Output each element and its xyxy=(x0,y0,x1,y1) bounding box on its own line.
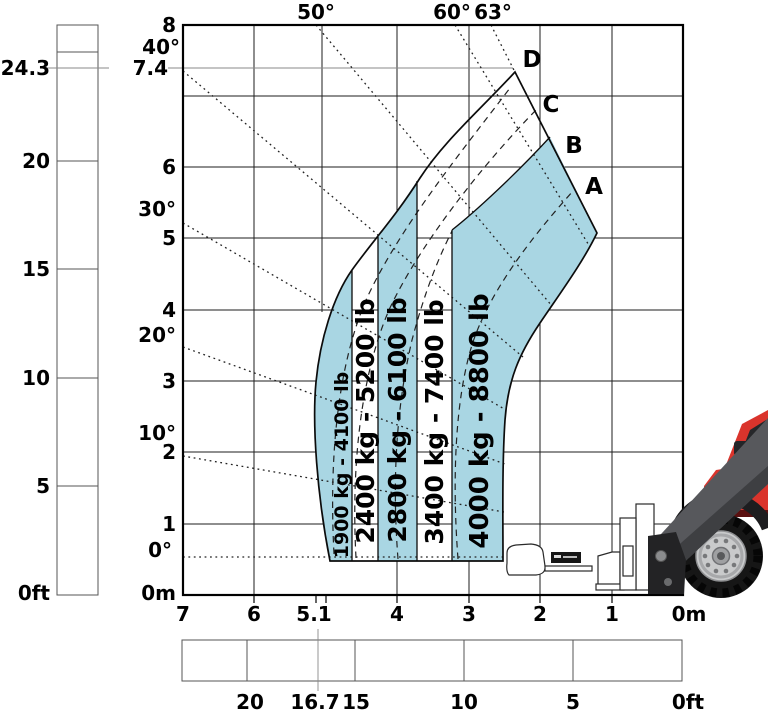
zone-letter-D: D xyxy=(522,47,541,73)
bottom-m-label-7: 7 xyxy=(176,602,190,626)
angle-line-40deg xyxy=(182,70,524,358)
carriage-detail-outline xyxy=(622,545,634,577)
bottom-m-label-2: 2 xyxy=(533,602,547,626)
zone-letters: A B C D xyxy=(522,47,603,200)
band-label-2800kg: 2800 kg - 6100 lb xyxy=(383,297,412,542)
bottom-m-label-4: 4 xyxy=(390,602,404,626)
bottom-ft-label-5: 5 xyxy=(566,690,580,711)
bottom-m-label-0: 0m xyxy=(672,602,707,626)
envelope-boundary xyxy=(313,70,598,562)
left-angle-label-40: 40° xyxy=(142,35,180,59)
left-meter-axis: 8 7.4 6 5 4 3 2 1 0m 40° 30° 20° 10° 0° xyxy=(133,13,180,605)
left-m-label-0: 0m xyxy=(141,581,176,605)
envelope-outline xyxy=(313,70,598,562)
bottom-ft-label-0: 0ft xyxy=(672,690,705,711)
bottom-m-label-5-1: 5.1 xyxy=(296,602,331,626)
left-m-label-8: 8 xyxy=(162,13,176,37)
bottom-ft-label-20: 20 xyxy=(236,690,264,711)
band-top-arc-4000kg xyxy=(451,136,551,231)
bottom-m-label-6: 6 xyxy=(247,602,261,626)
left-ft-label-10: 10 xyxy=(22,366,50,390)
badge-mark-1 xyxy=(554,555,561,558)
left-ft-label-24-3: 24.3 xyxy=(1,56,50,80)
extension-arc-A xyxy=(454,190,574,560)
wheel-bolts xyxy=(702,538,740,574)
left-m-label-7-4: 7.4 xyxy=(133,56,168,80)
band-label-4000kg: 4000 kg - 8800 lb xyxy=(465,293,495,548)
boom-head-bracket xyxy=(648,532,686,594)
fork-upright-outline xyxy=(597,551,621,588)
band-fill-4000kg xyxy=(452,137,597,561)
badge-mark-2 xyxy=(563,556,577,558)
top-label-50deg: 50° xyxy=(297,0,335,24)
band-label-2400kg: 2400 kg - 5200 lb xyxy=(351,298,380,543)
hub-cap xyxy=(717,552,725,560)
capacity-band-labels: 1900 kg - 4100 lb 2400 kg - 5200 lb 2800… xyxy=(331,293,495,558)
boom xyxy=(650,418,768,570)
bottom-ft-label-16-7: 16.7 xyxy=(290,690,339,711)
left-angle-label-20: 20° xyxy=(138,323,176,347)
fork-heel-outline xyxy=(506,543,546,576)
left-ft-label-5: 5 xyxy=(36,474,50,498)
left-m-label-1: 1 xyxy=(162,512,176,536)
bottom-meter-axis: 7 6 5.1 4 3 2 1 0m xyxy=(176,602,706,626)
rim-ring xyxy=(698,533,744,579)
left-ft-label-0: 0ft xyxy=(18,581,51,605)
bottom-m-label-1: 1 xyxy=(605,602,619,626)
top-angle-labels: 50° 60° 63° xyxy=(297,0,512,24)
left-angle-label-0: 0° xyxy=(148,538,172,562)
extension-arc-B xyxy=(394,230,453,560)
fork-blade-outline xyxy=(544,565,593,572)
bottom-ft-bar xyxy=(181,639,683,682)
extension-arcs xyxy=(332,87,574,560)
bottom-m-label-3: 3 xyxy=(462,602,476,626)
angle-line-50deg xyxy=(315,24,553,307)
angle-line-60deg xyxy=(454,24,591,248)
left-ft-label-20: 20 xyxy=(22,149,50,173)
plot-frame xyxy=(181,23,685,597)
left-angle-label-30: 30° xyxy=(138,197,176,221)
bottom-ft-scale-bar: 20 16.7 15 10 5 0ft xyxy=(181,629,705,714)
top-label-63deg: 63° xyxy=(474,0,512,24)
left-m-label-6: 6 xyxy=(162,155,176,179)
band-label-1900kg: 1900 kg - 4100 lb xyxy=(331,372,353,558)
bracket-pin xyxy=(664,578,672,586)
left-m-label-4: 4 xyxy=(162,298,176,322)
left-m-label-2: 2 xyxy=(162,440,176,464)
left-ft-bar xyxy=(56,24,99,596)
angle-line-10deg xyxy=(182,455,505,513)
boom-pivot-pin xyxy=(655,550,667,562)
extension-arc-D xyxy=(332,87,511,555)
left-ft-label-15: 15 xyxy=(22,257,50,281)
left-ft-scale-bar: 24.3 20 15 10 5 0ft xyxy=(1,24,109,605)
zone-letter-A: A xyxy=(585,174,603,200)
bottom-ft-label-10: 10 xyxy=(450,690,478,711)
left-m-label-3: 3 xyxy=(162,369,176,393)
telehandler-illustration xyxy=(506,410,768,598)
extension-arc-C xyxy=(354,107,539,559)
left-angle-label-10: 10° xyxy=(138,421,176,445)
bottom-ft-label-15: 15 xyxy=(342,690,370,711)
left-m-label-5: 5 xyxy=(162,226,176,250)
boom-underside xyxy=(664,466,768,570)
band-fill-1900kg xyxy=(314,270,352,561)
top-label-60deg: 60° xyxy=(433,0,471,24)
band-label-3400kg: 3400 kg - 7400 lb xyxy=(420,299,449,544)
zone-letter-B: B xyxy=(565,133,583,159)
body-sill xyxy=(712,510,768,517)
zone-letter-C: C xyxy=(543,92,560,118)
